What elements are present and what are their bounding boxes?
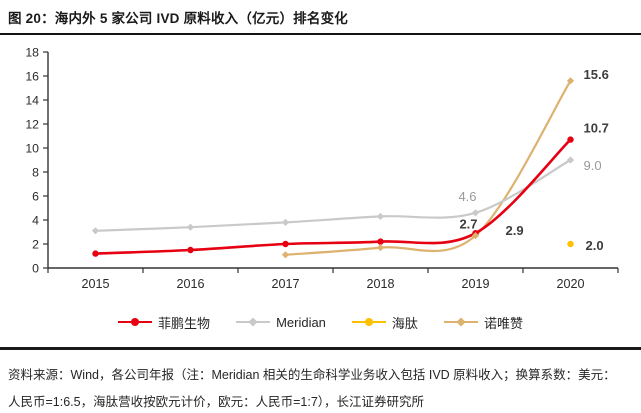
point-marker <box>377 238 384 245</box>
y-tick-label: 0 <box>32 261 39 275</box>
legend-item-诺唯赞: 诺唯赞 <box>443 313 523 332</box>
legend-swatch-icon <box>118 318 153 326</box>
legend-label: 菲鹏生物 <box>158 315 211 331</box>
legend-item-海肽: 海肽 <box>351 313 418 332</box>
legend-swatch-icon <box>236 317 271 327</box>
point-marker <box>376 212 385 220</box>
x-tick-label: 2015 <box>81 277 109 291</box>
point-marker <box>282 240 289 248</box>
x-tick-label: 2020 <box>556 277 584 291</box>
point-marker <box>92 250 99 257</box>
legend-label: Meridian <box>276 314 326 330</box>
y-tick-label: 2 <box>32 237 39 251</box>
point-marker <box>91 227 100 235</box>
y-tick-label: 10 <box>25 141 39 155</box>
series-line-诺唯赞 <box>284 79 572 256</box>
y-tick-label: 6 <box>32 189 39 203</box>
source-note: 资料来源：Wind，各公司年报（注：Meridian 相关的生命科学业务收入包括… <box>8 368 616 409</box>
point-marker <box>567 136 574 143</box>
y-tick-label: 18 <box>25 45 39 59</box>
series-line-菲鹏生物 <box>94 138 572 255</box>
figure-title: 图 20：海内外 5 家公司 IVD 原料收入（亿元）排名变化 <box>8 11 348 26</box>
x-tick-label: 2017 <box>271 277 299 291</box>
legend-label: 诺唯赞 <box>483 315 523 331</box>
legend-swatch-icon <box>351 318 386 326</box>
series-line-Meridian <box>94 158 572 232</box>
legend-swatch-icon <box>443 317 478 327</box>
value-label: 2.9 <box>506 223 524 238</box>
chart-canvas: 0 2 4 6 8 10 12 14 16 18 2015 2016 2017 2018 2019 2020 4… <box>25 45 619 291</box>
legend-item-菲鹏生物: 菲鹏生物 <box>118 313 210 332</box>
y-tick-label: 8 <box>32 165 39 179</box>
chart-legend: 菲鹏生物 Meridian 海肽 诺唯赞 <box>0 306 641 338</box>
y-tick-label: 14 <box>25 93 39 107</box>
y-tick-label: 12 <box>25 117 39 131</box>
value-label: 10.7 <box>584 121 609 136</box>
line-chart: 0 2 4 6 8 10 12 14 16 18 2015 2016 2017 2018 2019 2020 4… <box>0 28 641 308</box>
point-marker <box>281 218 290 226</box>
legend-item-Meridian: Meridian <box>236 315 326 330</box>
x-tick-label: 2018 <box>366 277 394 291</box>
y-tick-label: 16 <box>25 69 39 83</box>
point-marker <box>471 209 480 217</box>
point-marker <box>186 223 195 231</box>
point-marker <box>567 240 574 248</box>
y-tick-label: 4 <box>32 213 39 227</box>
point-marker <box>281 251 290 259</box>
point-marker <box>376 244 385 252</box>
value-label: 2.7 <box>459 217 477 232</box>
figure-title-bar: 图 20：海内外 5 家公司 IVD 原料收入（亿元）排名变化 <box>0 0 641 35</box>
point-marker <box>566 77 575 85</box>
value-label: 15.6 <box>584 67 609 82</box>
legend-label: 海肽 <box>391 315 418 331</box>
value-label: 9.0 <box>584 158 602 173</box>
figure-footer: 资料来源：Wind，各公司年报（注：Meridian 相关的生命科学业务收入包括… <box>0 347 641 413</box>
point-marker <box>187 246 194 254</box>
value-label: 4.6 <box>458 189 476 204</box>
point-marker <box>566 156 575 164</box>
point-marker <box>471 232 480 240</box>
value-label: 2.0 <box>586 238 604 253</box>
x-tick-label: 2016 <box>176 277 204 291</box>
x-tick-label: 2019 <box>461 277 489 291</box>
